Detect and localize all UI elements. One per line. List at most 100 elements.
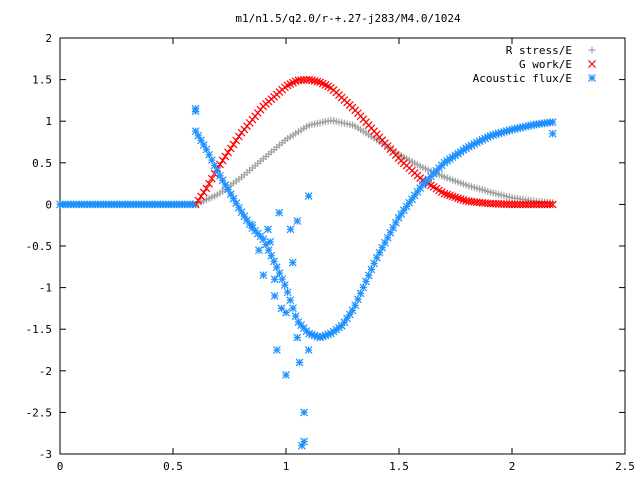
legend-marker: [588, 74, 596, 82]
series-3: [191, 104, 557, 450]
data-point: [300, 408, 309, 417]
data-point: [353, 295, 362, 304]
legend-item: G work/E: [519, 58, 596, 71]
data-point: [266, 237, 275, 246]
data-point: [191, 107, 200, 116]
data-point: [304, 346, 313, 354]
data-point: [194, 196, 203, 205]
x-tick-label: 1.5: [389, 460, 409, 473]
data-point: [546, 200, 554, 209]
data-point: [234, 132, 243, 141]
data-point: [240, 212, 249, 221]
data-point: [221, 152, 230, 161]
data-point: [259, 271, 268, 280]
data-point: [270, 291, 279, 300]
legend-label: R stress/E: [506, 44, 572, 57]
data-point: [300, 437, 309, 446]
data-point: [359, 283, 368, 292]
data-point: [188, 200, 197, 209]
data-point: [448, 192, 457, 201]
x-tick-label: 1: [283, 460, 290, 473]
plot-border: [59, 37, 626, 455]
data-point: [278, 275, 287, 284]
series-2: [56, 118, 557, 342]
data-point: [293, 333, 302, 342]
data-point: [280, 281, 289, 290]
data-point: [273, 346, 281, 354]
data-point: [199, 188, 208, 197]
x-axis: 0 0.5 1 1.5 2 2.5: [57, 38, 635, 473]
series-layer: [56, 75, 557, 450]
chart-title: m1/n1.5/q2.0/r-+.27-j283/M4.0/1024: [235, 12, 461, 25]
data-point: [286, 296, 295, 305]
data-point: [275, 269, 284, 278]
x-tick-label: 0: [57, 460, 64, 473]
data-point: [288, 258, 297, 267]
data-point: [272, 263, 281, 272]
data-point: [367, 265, 376, 274]
data-point: [397, 209, 406, 218]
legend-label: G work/E: [519, 58, 572, 71]
data-point: [375, 248, 384, 257]
y-tick-label: -1: [39, 282, 52, 295]
data-point: [548, 129, 557, 138]
data-point: [270, 257, 278, 266]
y-tick-label: 0.5: [32, 157, 52, 170]
data-point: [232, 136, 241, 145]
data-point: [440, 189, 449, 198]
data-point: [263, 225, 272, 234]
data-point: [205, 179, 214, 188]
legend-item: R stress/E: [506, 44, 596, 57]
data-point: [445, 191, 454, 200]
y-tick-label: 2: [45, 32, 52, 45]
legend-item: Acoustic flux/E: [473, 72, 596, 85]
data-point: [291, 312, 300, 321]
legend-marker: [588, 46, 596, 54]
data-point: [351, 301, 360, 310]
data-point: [293, 217, 302, 225]
x-tick-label: 2: [509, 460, 516, 473]
series-1: [191, 75, 557, 209]
data-point: [548, 200, 557, 209]
y-tick-label: -3: [39, 448, 52, 461]
data-point: [313, 77, 322, 86]
data-point: [207, 174, 216, 183]
data-point: [218, 156, 227, 165]
data-point: [454, 194, 462, 203]
legend-marker: [588, 60, 596, 68]
y-tick-label: -2: [39, 365, 52, 378]
data-point: [304, 192, 313, 201]
data-point: [283, 288, 292, 297]
y-tick-label: 0: [45, 198, 52, 211]
data-point: [295, 358, 304, 367]
y-tick-label: -0.5: [26, 240, 53, 253]
x-tick-label: 2.5: [615, 460, 635, 473]
data-point: [270, 275, 279, 284]
data-point: [254, 246, 263, 255]
plot-frame: [59, 37, 626, 455]
data-point: [282, 371, 290, 379]
data-point: [356, 289, 365, 298]
x-tick-label: 0.5: [163, 460, 183, 473]
data-point: [229, 140, 238, 149]
data-point: [226, 144, 235, 153]
data-point: [282, 308, 290, 317]
y-tick-label: 1: [45, 115, 52, 128]
data-point: [202, 184, 211, 193]
data-point: [289, 304, 297, 313]
y-tick-label: -1.5: [26, 323, 53, 336]
data-point: [340, 318, 349, 327]
data-point: [286, 225, 295, 234]
data-point: [197, 192, 205, 201]
data-point: [362, 277, 370, 286]
data-point: [248, 221, 257, 230]
data-point: [364, 271, 373, 280]
data-point: [221, 180, 230, 189]
legend-label: Acoustic flux/E: [473, 72, 572, 85]
data-point: [456, 195, 465, 203]
data-point: [378, 243, 387, 252]
y-axis: 2 1.5 1 0.5 0 -0.5 -1 -1.5 -2 -2.5 -3: [26, 32, 625, 461]
data-point: [548, 118, 557, 126]
